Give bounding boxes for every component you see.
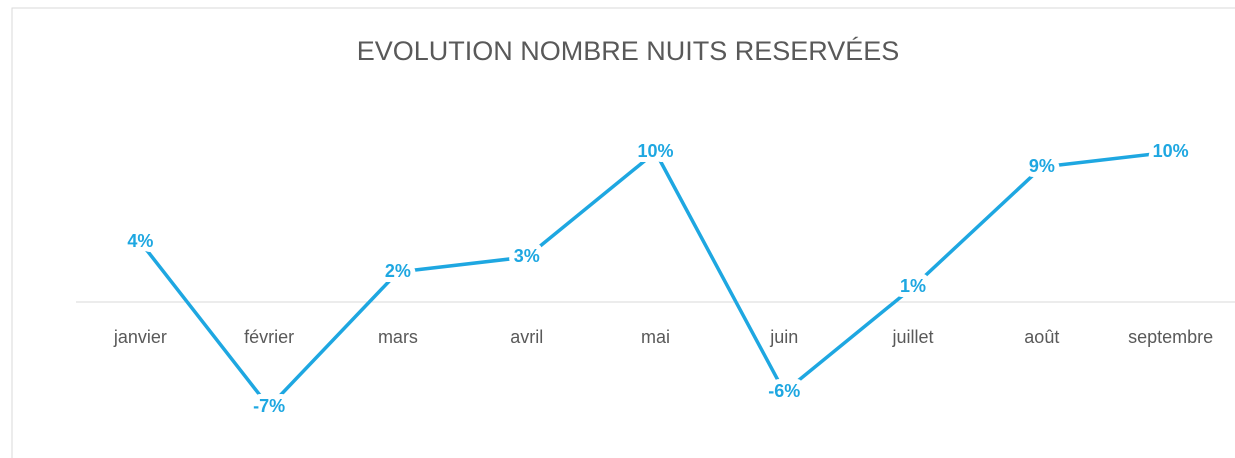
data-label: 10% [1153,141,1189,161]
x-tick-label: septembre [1128,327,1213,347]
data-label: 1% [900,276,926,296]
chart-border [11,7,1235,458]
data-label: -7% [253,396,285,416]
data-label: 4% [127,231,153,251]
chart-title: EVOLUTION NOMBRE NUITS RESERVÉES [357,36,900,66]
x-tick-label: janvier [113,327,167,347]
x-tick-label: mai [641,327,670,347]
x-tick-label: mars [378,327,418,347]
line-series [139,150,1171,409]
data-label: 9% [1029,156,1055,176]
x-tick-label: août [1024,327,1059,347]
x-tick-label: juillet [892,327,934,347]
x-tick-label: avril [510,327,543,347]
data-label: -6% [768,381,800,401]
x-tick-label: février [244,327,294,347]
data-label: 3% [514,246,540,266]
data-label: 10% [637,141,673,161]
data-label: 2% [385,261,411,281]
x-tick-label: juin [769,327,798,347]
